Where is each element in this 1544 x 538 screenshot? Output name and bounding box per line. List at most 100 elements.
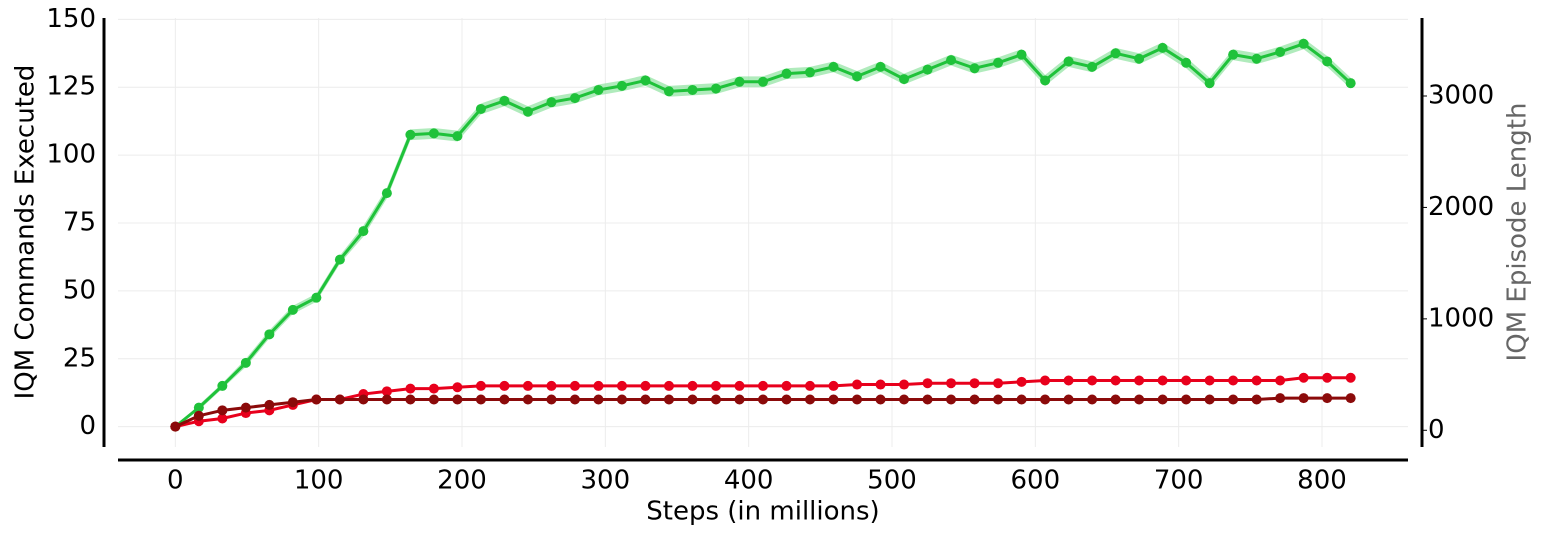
- x-axis-title: Steps (in millions): [646, 497, 879, 527]
- point: [1204, 394, 1215, 405]
- point: [993, 394, 1004, 405]
- point: [969, 63, 980, 74]
- point: [710, 380, 721, 391]
- point: [1275, 393, 1286, 404]
- point: [334, 394, 345, 405]
- x-tick-label: 600: [1011, 466, 1061, 496]
- point: [969, 378, 980, 389]
- y2-tick-label: 3000: [1428, 81, 1494, 111]
- point: [616, 380, 627, 391]
- point: [616, 394, 627, 405]
- point: [1016, 49, 1027, 60]
- point: [616, 80, 627, 91]
- point: [640, 394, 651, 405]
- y2-axis-title: IQM Episode Length: [1503, 103, 1533, 362]
- point: [993, 57, 1004, 68]
- point: [687, 394, 698, 405]
- point: [1251, 375, 1262, 386]
- point: [852, 71, 863, 82]
- y-tick-label: 25: [63, 343, 96, 373]
- x-tick-label: 300: [581, 466, 631, 496]
- point: [405, 383, 416, 394]
- point: [264, 399, 275, 410]
- point: [240, 402, 251, 413]
- point: [663, 394, 674, 405]
- point: [758, 76, 768, 87]
- point: [358, 226, 369, 237]
- point: [852, 394, 863, 405]
- point: [311, 394, 322, 405]
- point: [546, 97, 557, 108]
- point: [428, 128, 439, 139]
- point: [593, 394, 604, 405]
- point: [475, 394, 486, 405]
- point: [1110, 375, 1121, 386]
- point: [875, 379, 886, 390]
- y-axis-title: IQM Commands Executed: [11, 65, 41, 400]
- point: [475, 103, 486, 114]
- y2-tick-label: 0: [1428, 415, 1445, 445]
- point: [663, 86, 674, 97]
- point: [1204, 78, 1215, 89]
- x-tick-label: 500: [867, 466, 917, 496]
- point: [734, 76, 745, 87]
- point: [758, 394, 768, 405]
- point: [946, 378, 957, 389]
- point: [993, 378, 1004, 389]
- point: [875, 61, 886, 72]
- point: [1345, 372, 1356, 383]
- point: [946, 55, 957, 66]
- point: [287, 397, 298, 408]
- point: [381, 386, 392, 397]
- point: [1322, 56, 1333, 67]
- point: [358, 394, 369, 405]
- point: [1275, 46, 1286, 57]
- y2-tick-label: 1000: [1428, 303, 1494, 333]
- point: [546, 380, 557, 391]
- point: [1298, 372, 1309, 383]
- point: [781, 68, 792, 79]
- point: [405, 394, 416, 405]
- y-tick-label: 50: [63, 275, 96, 305]
- point: [805, 394, 816, 405]
- point: [1087, 394, 1098, 405]
- point: [1063, 375, 1074, 386]
- point: [922, 64, 933, 75]
- point: [593, 380, 604, 391]
- error-band: [175, 38, 1351, 427]
- point: [381, 188, 392, 199]
- point: [569, 380, 580, 391]
- point: [1322, 393, 1333, 404]
- point: [1110, 48, 1121, 59]
- point: [193, 402, 204, 413]
- point: [217, 405, 228, 416]
- point: [1040, 75, 1051, 86]
- point: [1134, 53, 1145, 64]
- point: [217, 413, 228, 424]
- point: [1157, 42, 1168, 53]
- point: [1228, 394, 1239, 405]
- x-tick-label: 0: [167, 466, 184, 496]
- point: [311, 292, 322, 303]
- y-tick-label: 125: [46, 72, 96, 102]
- point: [1181, 375, 1192, 386]
- point: [569, 93, 580, 104]
- point: [1016, 376, 1027, 387]
- point: [710, 83, 721, 94]
- point: [546, 394, 557, 405]
- y-tick-label: 100: [46, 140, 96, 170]
- point: [687, 84, 698, 95]
- point: [1251, 394, 1262, 405]
- line: [174, 42, 1352, 428]
- y-tick-label: 0: [79, 411, 96, 441]
- point: [1040, 375, 1051, 386]
- y-tick-label: 150: [46, 4, 96, 34]
- point: [1298, 38, 1309, 49]
- point: [428, 383, 439, 394]
- point: [522, 380, 533, 391]
- x-tick-label: 200: [437, 466, 487, 496]
- point: [1228, 49, 1239, 60]
- point: [828, 394, 839, 405]
- x-tick-label: 100: [294, 466, 344, 496]
- point: [264, 329, 275, 340]
